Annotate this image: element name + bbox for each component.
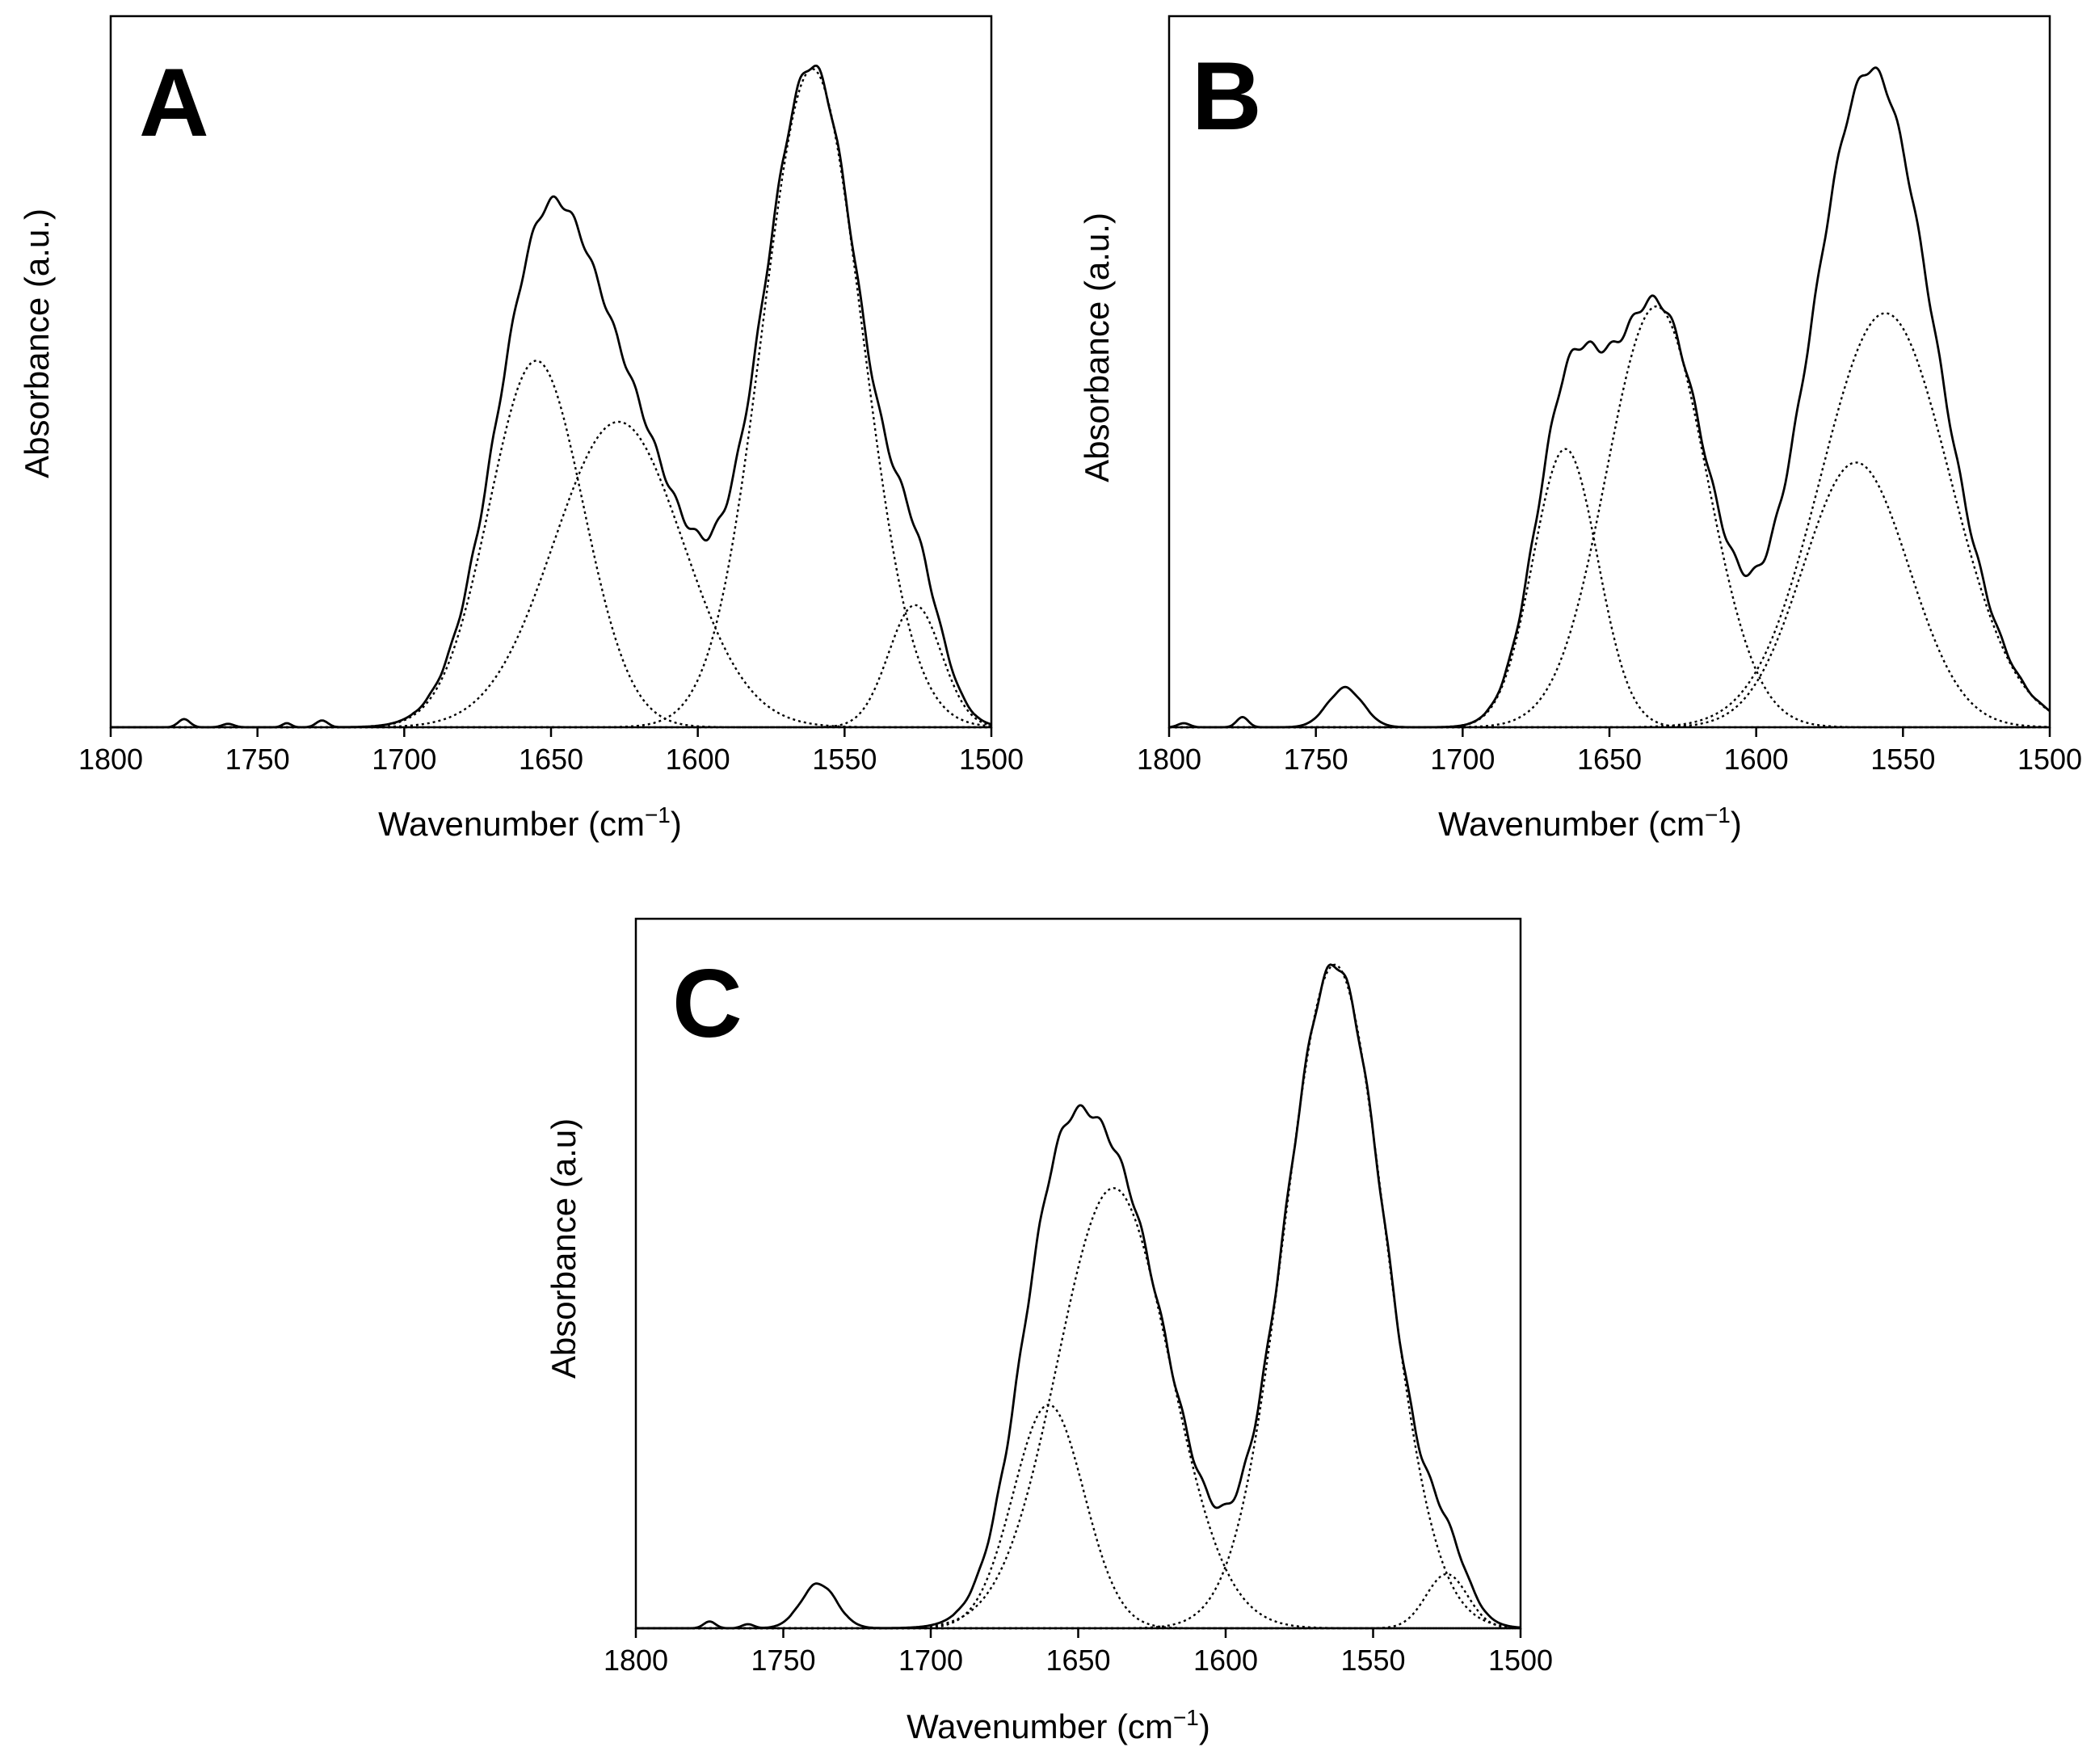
- component-1: [1169, 448, 2050, 729]
- y-axis-label: Absorbance (a.u.): [18, 208, 56, 478]
- x-ticks: 1800 1750 1700 1650 1600 1550 1500: [78, 727, 1024, 776]
- panel-label: B: [1192, 42, 1262, 150]
- component-3: [636, 963, 1521, 1630]
- x-axis-label: Wavenumber (cm−1): [907, 1705, 1210, 1745]
- x-tick-label: 1800: [78, 743, 143, 776]
- component-4: [636, 1572, 1521, 1630]
- x-tick-label: 1600: [1724, 743, 1789, 776]
- x-tick-label: 1800: [1137, 743, 1201, 776]
- x-tick-label: 1750: [1284, 743, 1348, 776]
- panel-label: C: [672, 949, 743, 1058]
- component-2: [111, 420, 991, 729]
- x-axis-label: Wavenumber (cm−1): [1438, 802, 1742, 843]
- x-tick-label: 1500: [959, 743, 1024, 776]
- x-ticks: 1800 1750 1700 1650 1600 1550 1500: [604, 1628, 1553, 1677]
- x-tick-label: 1650: [1045, 1644, 1110, 1677]
- x-tick-label: 1750: [751, 1644, 815, 1677]
- panel-c: C 1800 1750 1700 1650 1600 1550 1500 Wavenumbe…: [545, 917, 1553, 1745]
- y-axis-label: Absorbance (a.u.): [1078, 213, 1116, 482]
- x-tick-label: 1800: [604, 1644, 668, 1677]
- x-tick-label: 1650: [519, 743, 583, 776]
- x-ticks: 1800 1750 1700 1650 1600 1550 1500: [1137, 727, 2082, 776]
- measured-spectrum: [1168, 66, 2051, 729]
- plot-frame: [109, 15, 993, 729]
- measured-spectrum: [111, 65, 992, 729]
- x-tick-label: 1550: [812, 743, 877, 776]
- x-tick-label: 1700: [372, 743, 436, 776]
- x-tick-label: 1750: [225, 743, 290, 776]
- component-4: [111, 604, 992, 729]
- panel-a: A 1800 1750 1700 1650 1600 1550 1500 Wavenumbe…: [18, 15, 1024, 843]
- x-tick-label: 1550: [1340, 1644, 1405, 1677]
- panel-b: B 1800 1750 1700 1650 1600 1550 1500 Wavenumbe…: [1078, 15, 2082, 843]
- measured-spectrum: [636, 963, 1521, 1630]
- plot-frame: [1167, 15, 2051, 729]
- x-tick-label: 1700: [898, 1644, 963, 1677]
- curves: [1168, 66, 2051, 729]
- x-tick-label: 1600: [666, 743, 730, 776]
- plot-frame: [634, 917, 1522, 1630]
- curves: [111, 65, 992, 729]
- x-tick-label: 1700: [1430, 743, 1495, 776]
- x-tick-label: 1550: [1870, 743, 1935, 776]
- x-tick-label: 1650: [1577, 743, 1642, 776]
- component-2: [1169, 305, 2050, 729]
- component-3: [111, 67, 992, 729]
- component-1: [636, 1404, 1521, 1630]
- y-axis-label: Absorbance (a.u): [545, 1118, 583, 1379]
- x-axis-label: Wavenumber (cm−1): [378, 802, 682, 843]
- component-2: [636, 1187, 1521, 1630]
- component-3: [1169, 312, 2051, 729]
- curves: [636, 963, 1521, 1630]
- x-tick-label: 1600: [1193, 1644, 1258, 1677]
- component-4: [1169, 461, 2050, 729]
- component-1: [111, 360, 991, 729]
- x-tick-label: 1500: [1488, 1644, 1553, 1677]
- panel-label: A: [139, 48, 209, 157]
- x-tick-label: 1500: [2017, 743, 2082, 776]
